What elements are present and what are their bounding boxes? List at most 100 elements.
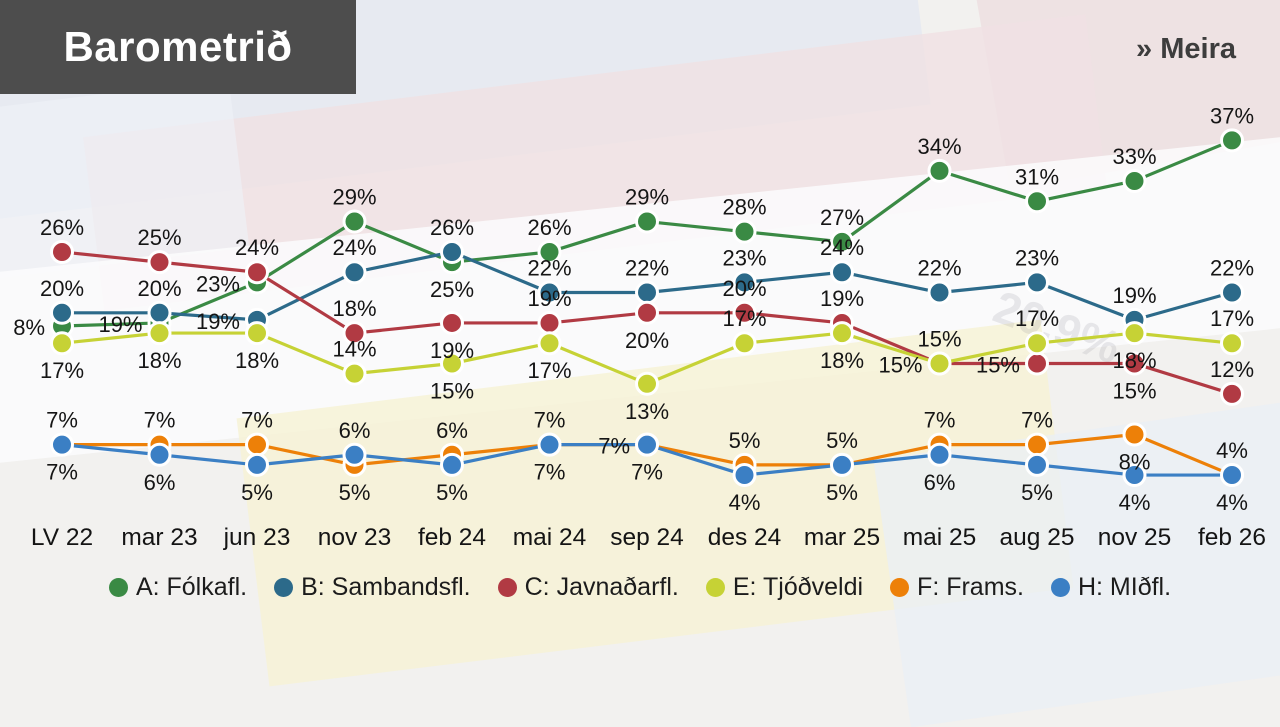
data-label-E-4: 15% [430, 379, 474, 404]
data-label-H-8: 5% [826, 480, 858, 505]
page-title: Barometrið [63, 23, 293, 70]
data-label-E-0: 17% [40, 358, 84, 383]
legend-label-F: F: Frams. [917, 573, 1024, 601]
data-label-A-12: 37% [1210, 103, 1254, 128]
x-axis-label-8: mar 25 [804, 524, 880, 551]
legend-dot-C [497, 578, 517, 597]
legend-item-C: C: Javnaðarfl. [497, 573, 679, 602]
data-point-A-9 [927, 158, 952, 183]
data-label-C-6: 20% [625, 328, 669, 353]
data-point-E-3 [342, 361, 367, 386]
data-label-H-4: 5% [436, 480, 468, 505]
data-label-B-7: 23% [722, 245, 766, 270]
data-point-E-1 [147, 321, 172, 346]
x-axis-label-12: feb 26 [1198, 524, 1266, 551]
data-label-E-7: 17% [722, 306, 766, 331]
data-point-F-2 [245, 432, 269, 457]
x-axis-label-9: mai 25 [903, 524, 977, 551]
data-point-A-6 [635, 209, 659, 234]
data-point-A-3 [342, 209, 367, 234]
more-link[interactable]: » Meira [1136, 33, 1236, 65]
data-label-A-1: 19% [98, 312, 142, 337]
x-axis-label-5: mai 24 [513, 524, 587, 551]
legend-item-A: A: Fólkafl. [108, 573, 248, 602]
data-label-E-6: 13% [625, 399, 669, 424]
data-label-A-0: 8% [13, 315, 45, 340]
poll-trend-chart: 8% 19% 23% 29% 25% 26% 29% 28% 27% 34% 31% 33% 37% 20… [13, 103, 1266, 551]
data-label-H-0: 7% [46, 460, 78, 485]
data-label-H-1: 6% [144, 470, 176, 495]
data-label-F-12: 4% [1216, 438, 1248, 463]
x-axis-label-7: des 24 [708, 524, 782, 551]
data-label-F-9: 7% [924, 408, 956, 433]
legend-item-B: B: Sambandsfl. [274, 573, 471, 602]
data-point-C-5 [537, 310, 562, 335]
x-axis-label-1: mar 23 [121, 524, 197, 551]
data-point-C-6 [635, 300, 659, 325]
data-point-C-12 [1220, 381, 1244, 406]
data-label-F-5: 7% [534, 408, 566, 433]
data-point-E-11 [1122, 321, 1147, 346]
data-point-B-8 [830, 260, 854, 285]
data-label-A-8: 27% [820, 205, 864, 230]
data-label-A-6: 29% [625, 185, 669, 210]
data-point-H-8 [830, 452, 854, 477]
data-point-E-2 [245, 321, 269, 346]
data-label-C-11: 15% [1112, 379, 1156, 404]
data-label-A-4: 25% [430, 277, 474, 302]
data-label-B-0: 20% [40, 276, 84, 301]
data-label-A-10: 31% [1015, 164, 1059, 189]
chart-legend: A: Fólkafl. B: Sambandsfl. C: Javnaðarfl. E… [0, 573, 1280, 602]
data-label-C-8: 19% [820, 286, 864, 311]
data-label-A-5: 26% [527, 215, 571, 240]
data-point-B-10 [1025, 270, 1049, 295]
x-axis-label-0: LV 22 [31, 524, 93, 551]
data-label-H-5: 7% [534, 460, 566, 485]
x-axis-label-10: aug 25 [1000, 524, 1075, 551]
data-point-C-0 [50, 239, 74, 264]
data-point-H-5 [537, 432, 562, 457]
data-label-B-6: 22% [625, 256, 669, 281]
legend-dot-B [274, 578, 294, 597]
legend-dot-A [108, 578, 128, 597]
data-point-E-0 [50, 331, 74, 356]
data-label-H-12: 4% [1216, 490, 1248, 515]
data-point-B-4 [440, 239, 464, 264]
data-label-E-9: 15% [917, 327, 961, 352]
data-label-C-10: 15% [976, 353, 1020, 378]
data-point-B-12 [1220, 280, 1244, 305]
legend-label-A: A: Fólkafl. [135, 573, 248, 601]
data-label-E-8: 18% [820, 348, 864, 373]
data-label-A-7: 28% [722, 195, 766, 220]
data-label-H-7: 4% [729, 490, 761, 515]
data-point-F-10 [1025, 432, 1049, 457]
data-label-C-4: 19% [430, 338, 474, 363]
legend-label-B: B: Sambandsfl. [301, 573, 471, 601]
data-label-F-4: 6% [436, 418, 468, 443]
data-label-F-1: 7% [144, 408, 176, 433]
title-box: Barometrið [0, 0, 356, 94]
data-point-H-1 [147, 442, 172, 467]
data-label-C-2: 24% [235, 235, 279, 260]
data-label-E-3: 14% [332, 337, 376, 362]
data-point-H-9 [927, 442, 952, 467]
data-label-E-12: 17% [1210, 306, 1254, 331]
data-label-E-2: 18% [235, 348, 279, 373]
data-label-C-0: 26% [40, 215, 84, 240]
data-point-C-1 [147, 250, 172, 275]
legend-item-H: H: MIðfl. [1050, 573, 1171, 602]
data-label-E-10: 17% [1015, 306, 1059, 331]
data-point-H-10 [1025, 452, 1049, 477]
data-point-H-0 [50, 432, 74, 457]
data-point-A-11 [1122, 168, 1147, 193]
data-label-C-9: 15% [878, 353, 922, 378]
data-point-E-5 [537, 331, 562, 356]
data-point-A-10 [1025, 189, 1049, 214]
legend-dot-F [890, 578, 910, 597]
data-label-B-9: 22% [917, 256, 961, 281]
data-label-H-6: 7% [631, 460, 663, 485]
legend-dot-E [705, 578, 725, 597]
data-point-A-7 [732, 219, 757, 244]
data-label-H-2: 5% [241, 480, 273, 505]
data-label-F-8: 5% [826, 428, 858, 453]
